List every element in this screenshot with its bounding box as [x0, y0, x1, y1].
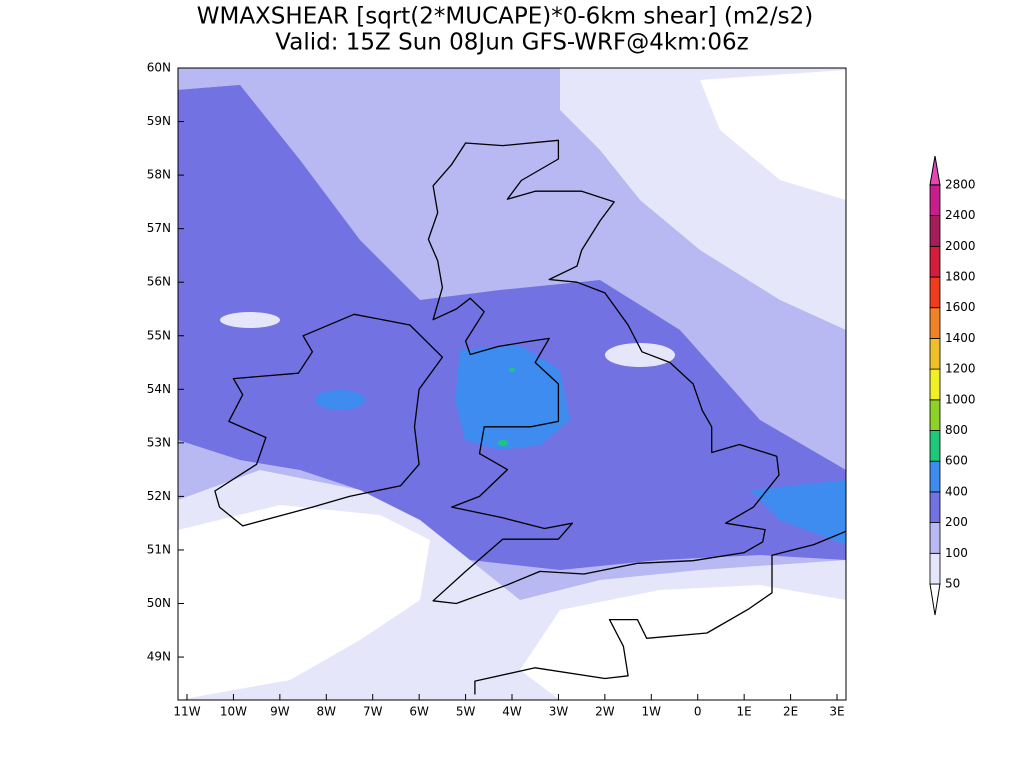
map-subtitle: Valid: 15Z Sun 08Jun GFS-WRF@4km:06z — [275, 30, 748, 56]
colorbar-above — [929, 155, 941, 186]
colorbar-label: 2800 — [945, 177, 976, 191]
field-white — [520, 585, 846, 700]
lat-label: 53N — [147, 435, 171, 449]
field-dark — [178, 85, 846, 570]
field-light — [220, 312, 280, 328]
colorbar-label: 1400 — [945, 331, 976, 345]
coastline — [427, 139, 780, 605]
lon-label: 3E — [829, 705, 844, 719]
colorbar-segment — [929, 276, 941, 309]
colorbar-segment — [929, 522, 941, 554]
colorbar-label: 600 — [945, 454, 968, 468]
colorbar-segment — [929, 245, 941, 278]
lat-label: 50N — [147, 596, 171, 610]
colorbar-label: 2000 — [945, 239, 976, 253]
lat-label: 59N — [147, 114, 171, 128]
lat-label: 52N — [147, 489, 171, 503]
lat-label: 56N — [147, 275, 171, 289]
lat-label: 55N — [147, 328, 171, 342]
colorbar-label: 400 — [945, 484, 968, 498]
colorbar-segment — [929, 430, 941, 462]
lat-label: 60N — [147, 61, 171, 75]
lon-label: 10W — [220, 705, 247, 719]
lat-label: 54N — [147, 382, 171, 396]
coastline — [214, 313, 444, 527]
field-green — [498, 440, 508, 446]
lat-label: 51N — [147, 542, 171, 556]
colorbar-segment — [929, 552, 941, 585]
colorbar-label: 1200 — [945, 362, 976, 376]
field-light — [605, 343, 675, 367]
field — [178, 68, 846, 700]
colorbar-label: 1800 — [945, 270, 976, 284]
colorbar-label: 50 — [945, 577, 960, 591]
colorbar-label: 200 — [945, 515, 968, 529]
lon-label: 4W — [502, 705, 522, 719]
field-green — [509, 368, 515, 372]
colorbar-segment — [929, 368, 941, 401]
lon-label: 9W — [270, 705, 290, 719]
lon-label: 3W — [549, 705, 569, 719]
colorbar-label: 800 — [945, 423, 968, 437]
lon-label: 5W — [456, 705, 476, 719]
field-blue — [750, 480, 846, 545]
lat-label: 49N — [147, 650, 171, 664]
field-blue — [455, 345, 570, 450]
lon-label: 0 — [694, 705, 702, 719]
coastline — [474, 530, 846, 695]
colorbar-below — [929, 583, 941, 616]
lon-label: 2E — [783, 705, 798, 719]
colorbar-label: 1000 — [945, 392, 976, 406]
colorbar-segment — [929, 184, 941, 216]
field-white — [178, 505, 430, 700]
colorbar-segment — [929, 307, 941, 339]
field-white — [700, 70, 846, 200]
lon-label: 8W — [317, 705, 337, 719]
colorbar-segment — [929, 460, 941, 493]
lon-label: 11W — [173, 705, 200, 719]
colorbar-segment — [929, 337, 941, 370]
field-blue — [315, 390, 365, 410]
colorbar-label: 1600 — [945, 300, 976, 314]
lon-label: 7W — [363, 705, 383, 719]
lat-label: 57N — [147, 221, 171, 235]
lon-label: 1W — [642, 705, 662, 719]
colorbar-segment — [929, 399, 941, 431]
lon-label: 2W — [595, 705, 615, 719]
colorbar-label: 2400 — [945, 208, 976, 222]
field-dark — [178, 85, 280, 300]
colorbar-label: 100 — [945, 546, 968, 560]
lon-label: 6W — [409, 705, 429, 719]
lon-label: 1E — [737, 705, 752, 719]
colorbar-segment — [929, 491, 941, 523]
map-title: WMAXSHEAR [sqrt(2*MUCAPE)*0-6km shear] (… — [197, 4, 814, 30]
lat-label: 58N — [147, 168, 171, 182]
colorbar-segment — [929, 215, 941, 247]
